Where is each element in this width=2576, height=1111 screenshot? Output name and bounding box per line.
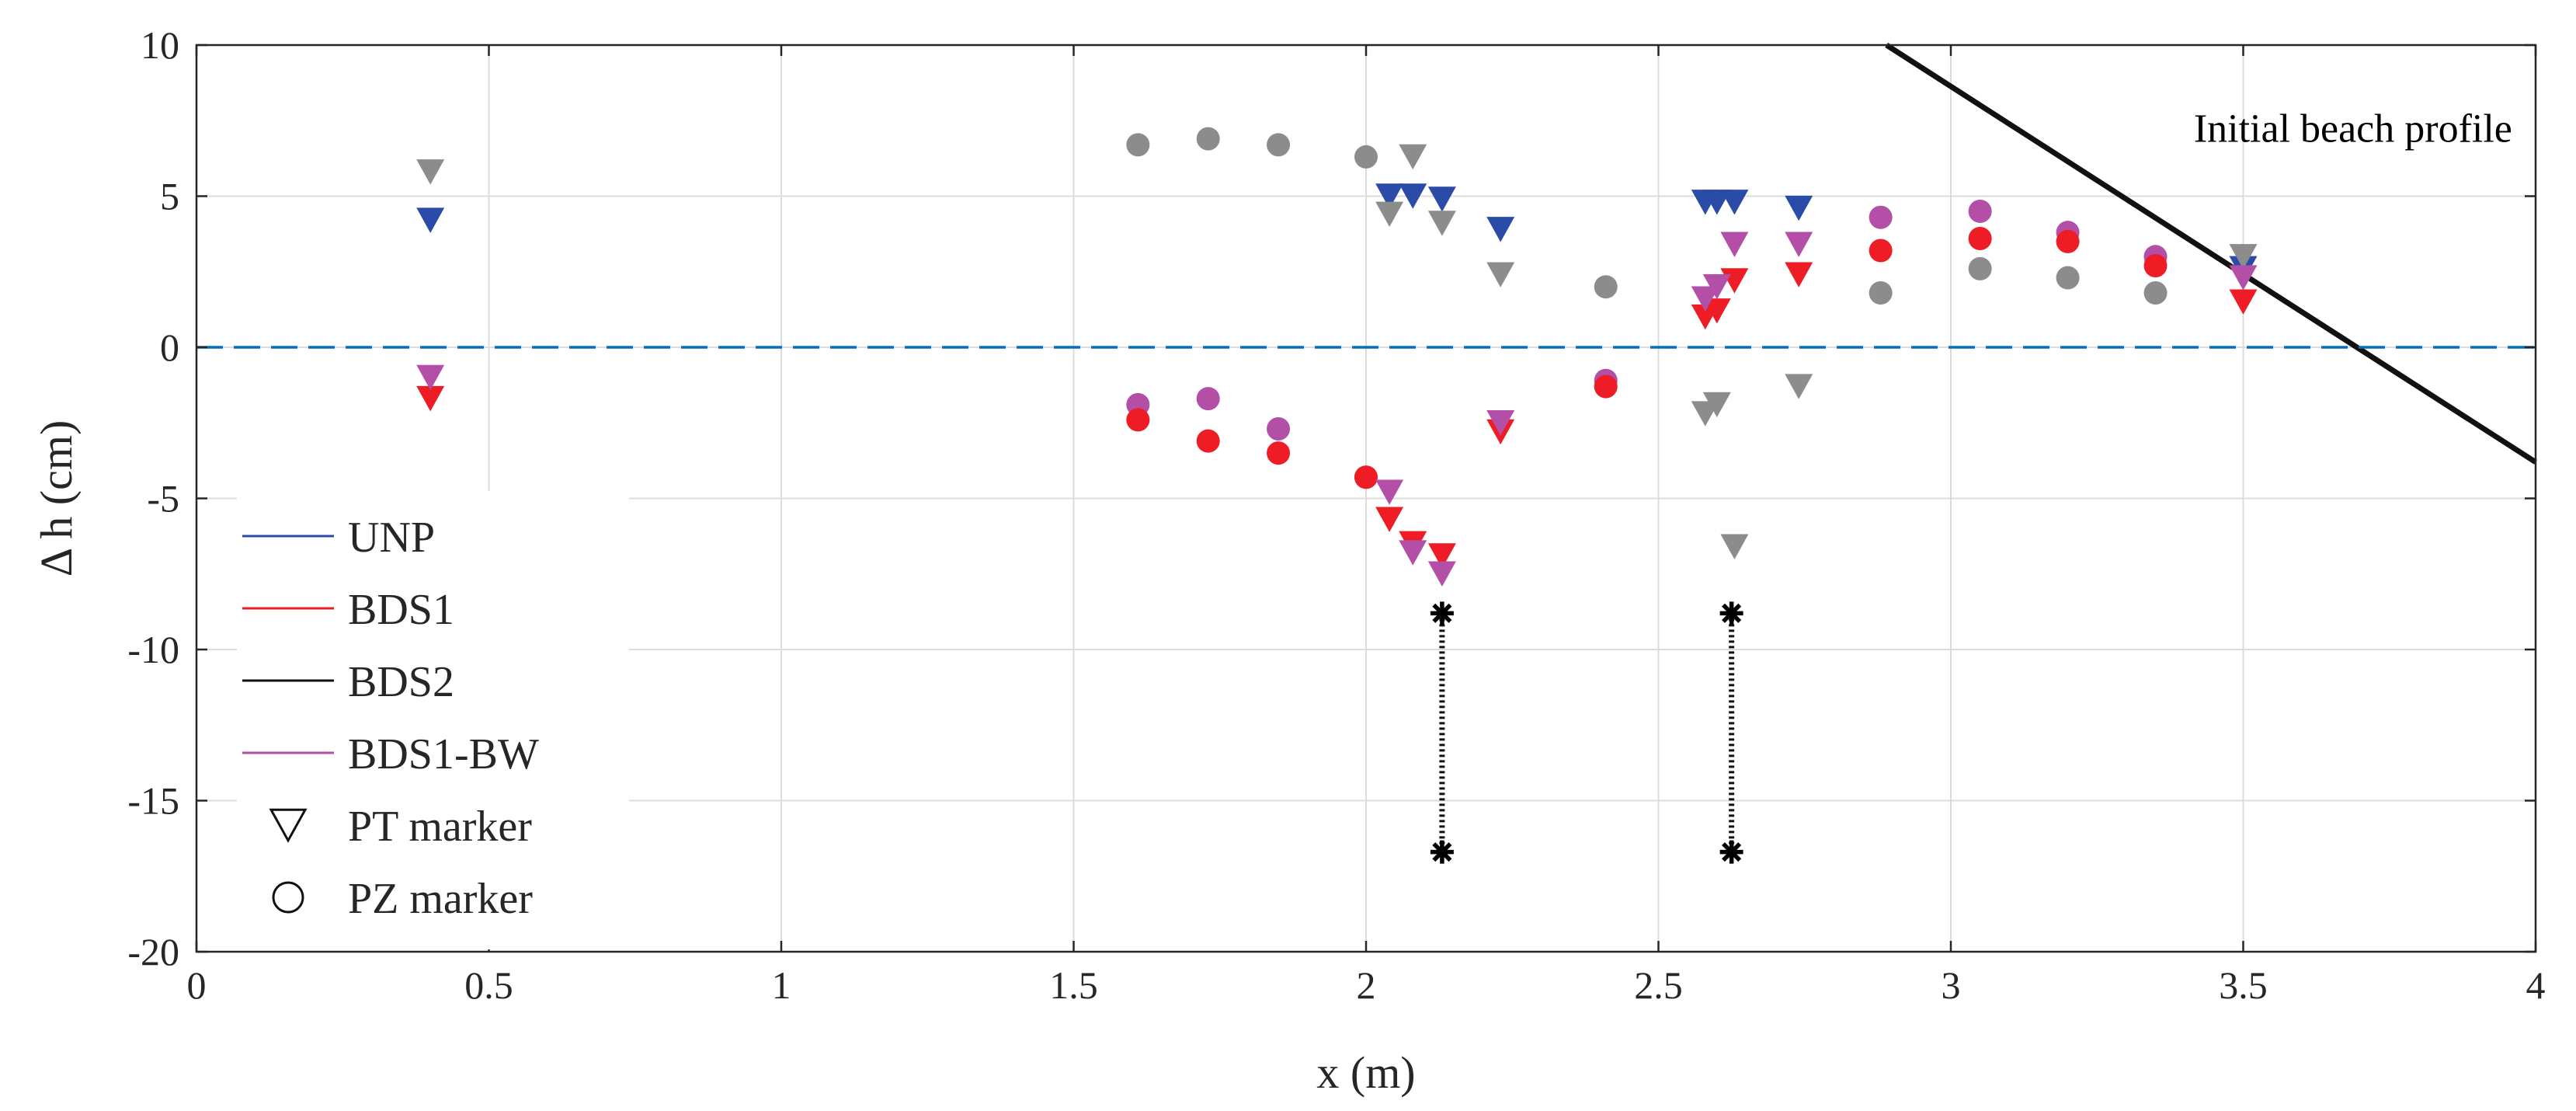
bds2-pz-point xyxy=(1869,280,1893,305)
bds1-bw-pt-point xyxy=(416,364,445,391)
unp-pt-point xyxy=(1486,217,1515,242)
asterisk-marker xyxy=(1430,840,1454,864)
bds1-bw-pt-point xyxy=(1720,232,1749,257)
y-tick-label: -20 xyxy=(127,930,179,973)
x-axis-label: x (m) xyxy=(1316,1047,1415,1098)
y-tick-label: -10 xyxy=(127,628,179,671)
x-tick-label: 2 xyxy=(1357,963,1376,1007)
bds1-bw-pt-point xyxy=(1702,274,1731,300)
unp-pt-point xyxy=(1720,190,1749,215)
x-tick-label: 4 xyxy=(2526,963,2546,1007)
legend-label: PZ marker xyxy=(348,875,533,923)
profile-line xyxy=(1885,43,2537,465)
asterisk-marker xyxy=(1430,601,1454,625)
bds2-pz-point xyxy=(1126,133,1150,157)
bds1-pz-point xyxy=(2056,229,2080,253)
bds1-pz-point xyxy=(1267,441,1291,465)
asterisk-marker xyxy=(1719,840,1743,864)
bds1-bw-pt-point xyxy=(1486,410,1515,436)
legend-box xyxy=(237,491,629,949)
y-tick-label: 10 xyxy=(141,23,179,67)
bds2-pt-point xyxy=(416,159,445,185)
unp-pt-point xyxy=(1702,190,1731,215)
bds2-pt-point xyxy=(2229,244,2258,270)
bds1-pt-point xyxy=(2229,289,2258,315)
bds1-bw-pz-point xyxy=(1869,205,1893,229)
bds1-pz-point xyxy=(1968,226,1992,250)
bds1-bw-pt-point xyxy=(1427,561,1456,587)
x-tick-label: 0 xyxy=(187,963,207,1007)
bds1-bw-pt-point xyxy=(2229,265,2258,291)
bds2-pz-point xyxy=(1968,256,1992,280)
bds1-pz-point xyxy=(2143,253,2168,277)
x-tick-label: 1 xyxy=(772,963,791,1007)
x-tick-label: 3.5 xyxy=(2219,963,2268,1007)
y-axis-label: Δ h (cm) xyxy=(31,420,82,577)
legend-circle-icon xyxy=(272,881,304,914)
legend: UNP BDS1 BDS2 BDS1-BW PT marker PZ marker xyxy=(237,491,629,949)
x-tick-label: 1.5 xyxy=(1049,963,1098,1007)
bds1-bw-pz-point xyxy=(1267,417,1291,441)
data-points xyxy=(416,127,2258,587)
bds2-pz-point xyxy=(1594,275,1618,299)
bds1-bw-pt-point xyxy=(1399,540,1427,566)
vertical-markers xyxy=(1430,601,1743,864)
bds1-bw-pt-point xyxy=(1375,479,1404,505)
bds1-bw-pt-point xyxy=(1691,286,1719,312)
profile-label: Initial beach profile xyxy=(2194,106,2512,151)
asterisk-marker xyxy=(1719,601,1743,625)
bds1-pt-point xyxy=(1375,507,1404,532)
y-tick-label: 0 xyxy=(160,326,179,369)
bds1-bw-pz-point xyxy=(1968,199,1992,223)
bds2-pz-point xyxy=(1354,145,1378,169)
bds1-pz-point xyxy=(1126,408,1150,432)
x-tick-label: 0.5 xyxy=(464,963,513,1007)
bds2-pt-point xyxy=(1399,144,1427,170)
bds1-bw-pt-point xyxy=(1785,232,1813,257)
bds1-pz-point xyxy=(1594,374,1618,399)
x-tick-label: 2.5 xyxy=(1634,963,1683,1007)
bds1-pz-point xyxy=(1354,465,1378,489)
bds1-pz-point xyxy=(1196,429,1220,453)
bds2-pt-point xyxy=(1427,211,1456,236)
bds2-pt-point xyxy=(1486,262,1515,287)
y-tick-label: -15 xyxy=(127,779,179,823)
bds1-pz-point xyxy=(1869,239,1893,263)
legend-label: PT marker xyxy=(348,803,532,851)
y-tick-label: 5 xyxy=(160,175,179,218)
x-tick-label: 3 xyxy=(1942,963,1961,1007)
unp-pt-point xyxy=(1427,186,1456,212)
axis-ticks: 0 0.5 1 1.5 2 2.5 3 3.5 4 10 5 0 -5 -10 -15 -20 xyxy=(127,23,2545,1007)
unp-pt-point xyxy=(416,207,445,233)
legend-label: UNP xyxy=(348,514,435,562)
bds2-pt-point xyxy=(1720,534,1749,559)
unp-pt-point xyxy=(1785,195,1813,221)
y-tick-label: -5 xyxy=(147,477,179,521)
bds1-bw-pz-point xyxy=(1196,387,1220,411)
bds1-pt-point xyxy=(1785,262,1813,287)
bds1-pt-point xyxy=(416,385,445,412)
unp-pt-point xyxy=(1375,183,1404,209)
beach-profile xyxy=(1885,43,2537,465)
bds1-pt-point xyxy=(1427,543,1456,569)
legend-triangle-icon xyxy=(269,808,308,843)
bds2-pt-point xyxy=(1785,374,1813,399)
bds2-pz-point xyxy=(2056,266,2080,290)
bds2-pz-point xyxy=(1196,127,1220,151)
legend-label: BDS1 xyxy=(348,586,454,634)
legend-label: BDS1-BW xyxy=(348,730,539,778)
bds2-pt-point xyxy=(1702,392,1731,418)
unp-pt-point xyxy=(1399,183,1427,209)
bds1-pt-point xyxy=(1702,298,1731,324)
bds2-pt-point xyxy=(1375,201,1404,228)
bds2-pz-point xyxy=(2143,280,2168,305)
bds2-pz-point xyxy=(1267,133,1291,157)
legend-label: BDS2 xyxy=(348,658,454,706)
